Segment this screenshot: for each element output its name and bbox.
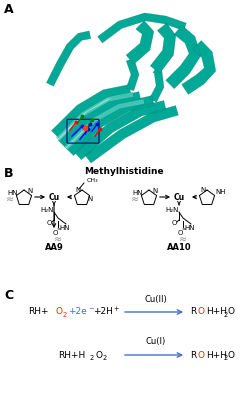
Polygon shape — [46, 31, 91, 86]
Polygon shape — [75, 100, 166, 160]
Text: ≈: ≈ — [179, 234, 187, 244]
Text: O: O — [52, 230, 58, 236]
Text: 2: 2 — [90, 355, 94, 361]
Text: +2H: +2H — [93, 308, 113, 316]
Polygon shape — [126, 58, 139, 91]
Polygon shape — [126, 21, 154, 64]
Text: O: O — [198, 350, 205, 360]
Text: O: O — [228, 308, 235, 316]
Text: ≈: ≈ — [131, 194, 139, 204]
Text: N: N — [200, 187, 206, 193]
Polygon shape — [149, 66, 164, 102]
Text: =: = — [57, 228, 61, 232]
Text: RH+: RH+ — [28, 308, 49, 316]
Text: R: R — [190, 350, 196, 360]
Text: 2: 2 — [224, 355, 228, 361]
Text: N: N — [87, 196, 93, 202]
Polygon shape — [150, 23, 176, 73]
Text: 2: 2 — [224, 312, 228, 318]
Polygon shape — [64, 99, 144, 150]
Polygon shape — [59, 92, 141, 148]
Text: Cu(II): Cu(II) — [145, 295, 167, 304]
Text: H+H: H+H — [206, 350, 227, 360]
Text: NH: NH — [215, 189, 226, 195]
Text: H+H: H+H — [206, 308, 227, 316]
Text: N: N — [27, 188, 33, 194]
Text: C: C — [4, 289, 13, 302]
Text: O: O — [198, 308, 205, 316]
Text: B: B — [4, 167, 13, 180]
Polygon shape — [56, 92, 133, 141]
Text: HN: HN — [185, 225, 195, 231]
Text: O: O — [46, 220, 52, 226]
Text: ≈: ≈ — [54, 234, 62, 244]
Text: 2: 2 — [63, 312, 67, 318]
Text: H₂N: H₂N — [165, 207, 179, 213]
Text: HN: HN — [133, 190, 143, 196]
Text: O: O — [177, 230, 183, 236]
Text: +: + — [113, 306, 119, 312]
Text: A: A — [4, 3, 14, 16]
Text: O: O — [171, 220, 177, 226]
Polygon shape — [166, 25, 201, 89]
Polygon shape — [66, 96, 154, 156]
Text: +2e: +2e — [68, 308, 87, 316]
Text: Cu(I): Cu(I) — [146, 337, 166, 346]
Text: N: N — [75, 187, 81, 193]
Text: H₂N: H₂N — [40, 207, 54, 213]
Polygon shape — [85, 106, 178, 163]
Text: Methylhistidine: Methylhistidine — [84, 167, 164, 176]
Text: −: − — [88, 306, 94, 312]
Text: =: = — [182, 228, 186, 232]
Polygon shape — [52, 84, 131, 138]
Text: N: N — [152, 188, 158, 194]
Polygon shape — [98, 13, 186, 43]
Text: O: O — [55, 308, 62, 316]
Text: CH₃: CH₃ — [87, 178, 99, 182]
Text: R: R — [190, 308, 196, 316]
Text: HN: HN — [60, 225, 70, 231]
Text: AA10: AA10 — [167, 244, 191, 252]
Text: Cu: Cu — [49, 192, 60, 202]
Text: 2: 2 — [103, 355, 107, 361]
Polygon shape — [182, 40, 216, 94]
Text: HN: HN — [8, 190, 18, 196]
Text: Cu: Cu — [174, 192, 185, 202]
Text: O: O — [95, 350, 102, 360]
Text: ≈: ≈ — [6, 194, 14, 204]
Text: AA9: AA9 — [45, 244, 63, 252]
Text: RH+H: RH+H — [58, 350, 85, 360]
Text: O: O — [228, 350, 235, 360]
